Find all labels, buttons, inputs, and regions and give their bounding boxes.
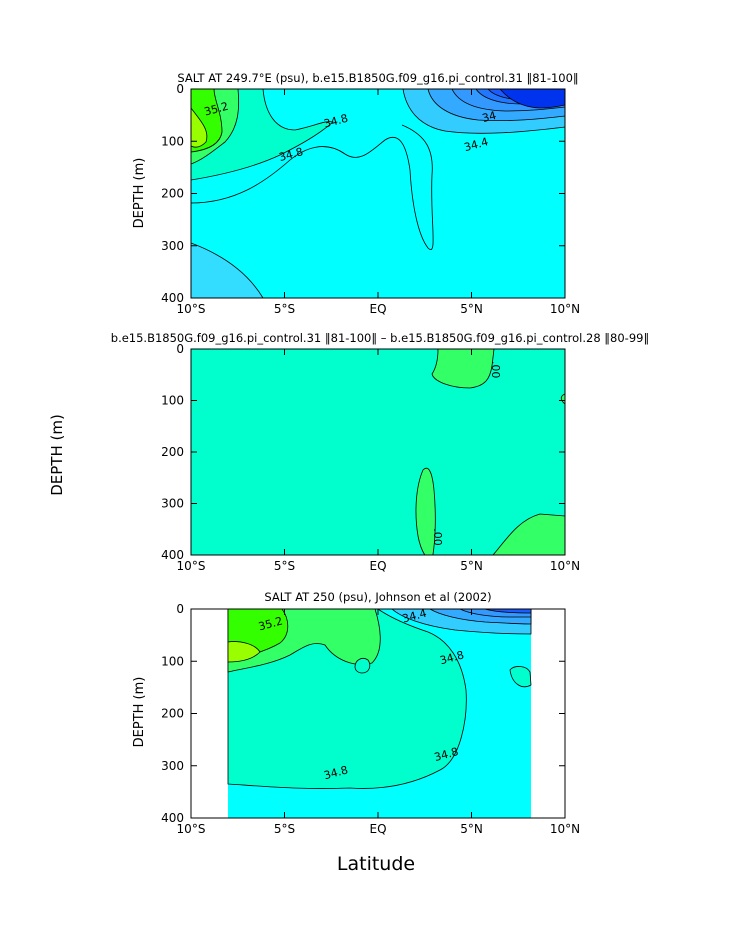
panel-1-region-354 <box>191 107 208 148</box>
y-tick-label: 400 <box>161 291 184 305</box>
contour-label: 35.2 <box>203 100 230 119</box>
y-tick-label: 200 <box>161 187 184 201</box>
x-tick-label: 10°N <box>550 822 580 836</box>
x-tick-label: 5°N <box>460 822 483 836</box>
contour-label: .00 <box>489 361 502 379</box>
x-tick-label: EQ <box>369 559 386 573</box>
contour-label: 34.8 <box>278 145 305 164</box>
panel-1-region-330 <box>499 89 565 109</box>
panel-1-ylabel: DEPTH (m) <box>132 158 147 229</box>
panel-3-region-335 <box>484 609 532 614</box>
contour-label: 34.8 <box>322 112 349 131</box>
y-tick-label: 300 <box>161 759 184 773</box>
panel-1-ticks: 10°S 5°S EQ 5°N 10°N 0 100 200 300 400 <box>161 82 580 316</box>
contour-label: 35.2 <box>257 614 284 633</box>
x-tick-label: 10°S <box>177 822 206 836</box>
y-tick-label: 100 <box>161 394 184 408</box>
x-tick-label: 5°N <box>460 302 483 316</box>
panel-3-region-northeast-eddy <box>509 666 532 688</box>
panel-2-ticks: 10°S 5°S EQ 5°N 10°N 0 100 200 300 400 <box>161 342 580 573</box>
panel-3-region-354 <box>227 641 261 663</box>
y-tick-label: 100 <box>161 134 184 148</box>
panel-1-contour-labels: 35.2 34.8 34.8 34 34.4 <box>203 100 498 164</box>
y-tick-label: 400 <box>161 811 184 825</box>
x-tick-label: 5°S <box>274 302 295 316</box>
y-tick-label: 300 <box>161 497 184 511</box>
panel-2-region-deep <box>415 467 436 555</box>
contour-label: 34.4 <box>401 607 428 626</box>
panel-1-title: SALT AT 249.7°E (psu), b.e15.B1850G.f09_… <box>177 71 578 85</box>
y-tick-label: 0 <box>176 602 184 616</box>
panel-2-contour-labels: .00 .00 <box>431 361 502 546</box>
x-tick-label: 10°S <box>177 559 206 573</box>
y-tick-label: 200 <box>161 445 184 459</box>
panel-2-title: b.e15.B1850G.f09_g16.pi_control.31 ‖81-1… <box>111 331 649 345</box>
contour-label: 34.8 <box>438 648 465 667</box>
x-tick-label: EQ <box>369 302 386 316</box>
panel-1-contour-348-deep <box>191 124 434 251</box>
panel-1: SALT AT 249.7°E (psu), b.e15.B1850G.f09_… <box>132 71 580 316</box>
panel-3-contour-labels: 35.2 34.4 34.8 34.8 34.8 <box>257 607 465 783</box>
x-tick-label: 10°N <box>550 559 580 573</box>
panel-3-region-eddy <box>354 658 371 674</box>
y-tick-label: 200 <box>161 707 184 721</box>
panel-3-ylabel: DEPTH (m) <box>132 677 147 748</box>
y-tick-label: 400 <box>161 548 184 562</box>
y-tick-label: 100 <box>161 654 184 668</box>
contour-label: 34 <box>481 109 498 125</box>
panel-2-field <box>191 349 565 555</box>
contour-label: 34.8 <box>322 763 349 782</box>
contour-label: 34.4 <box>463 135 490 154</box>
panel-1-field <box>191 89 565 298</box>
panel-3-title: SALT AT 250 (psu), Johnson et al (2002) <box>264 590 491 604</box>
panel-2: b.e15.B1850G.f09_g16.pi_control.31 ‖81-1… <box>111 331 649 573</box>
x-tick-label: 5°S <box>274 559 295 573</box>
panel-3-ticks: 10°S 5°S EQ 5°N 10°N 0 100 200 300 400 <box>161 602 580 836</box>
shared-ylabel: DEPTH (m) <box>48 414 66 496</box>
y-tick-label: 0 <box>176 82 184 96</box>
x-tick-label: EQ <box>369 822 386 836</box>
x-tick-label: 10°N <box>550 302 580 316</box>
contour-label: .00 <box>431 528 444 546</box>
y-tick-label: 300 <box>161 239 184 253</box>
panel-2-region-bottomright <box>492 513 565 555</box>
panel-2-region-top <box>431 349 495 389</box>
x-tick-label: 5°S <box>274 822 295 836</box>
x-tick-label: 5°N <box>460 559 483 573</box>
x-tick-label: 10°S <box>177 302 206 316</box>
panel-2-background-fill <box>191 349 565 555</box>
panel-3-field <box>191 609 565 818</box>
shared-xlabel: Latitude <box>337 853 415 875</box>
contour-label: 34.8 <box>433 745 460 764</box>
panel-3: SALT AT 250 (psu), Johnson et al (2002) … <box>132 590 580 836</box>
y-tick-label: 0 <box>176 342 184 356</box>
